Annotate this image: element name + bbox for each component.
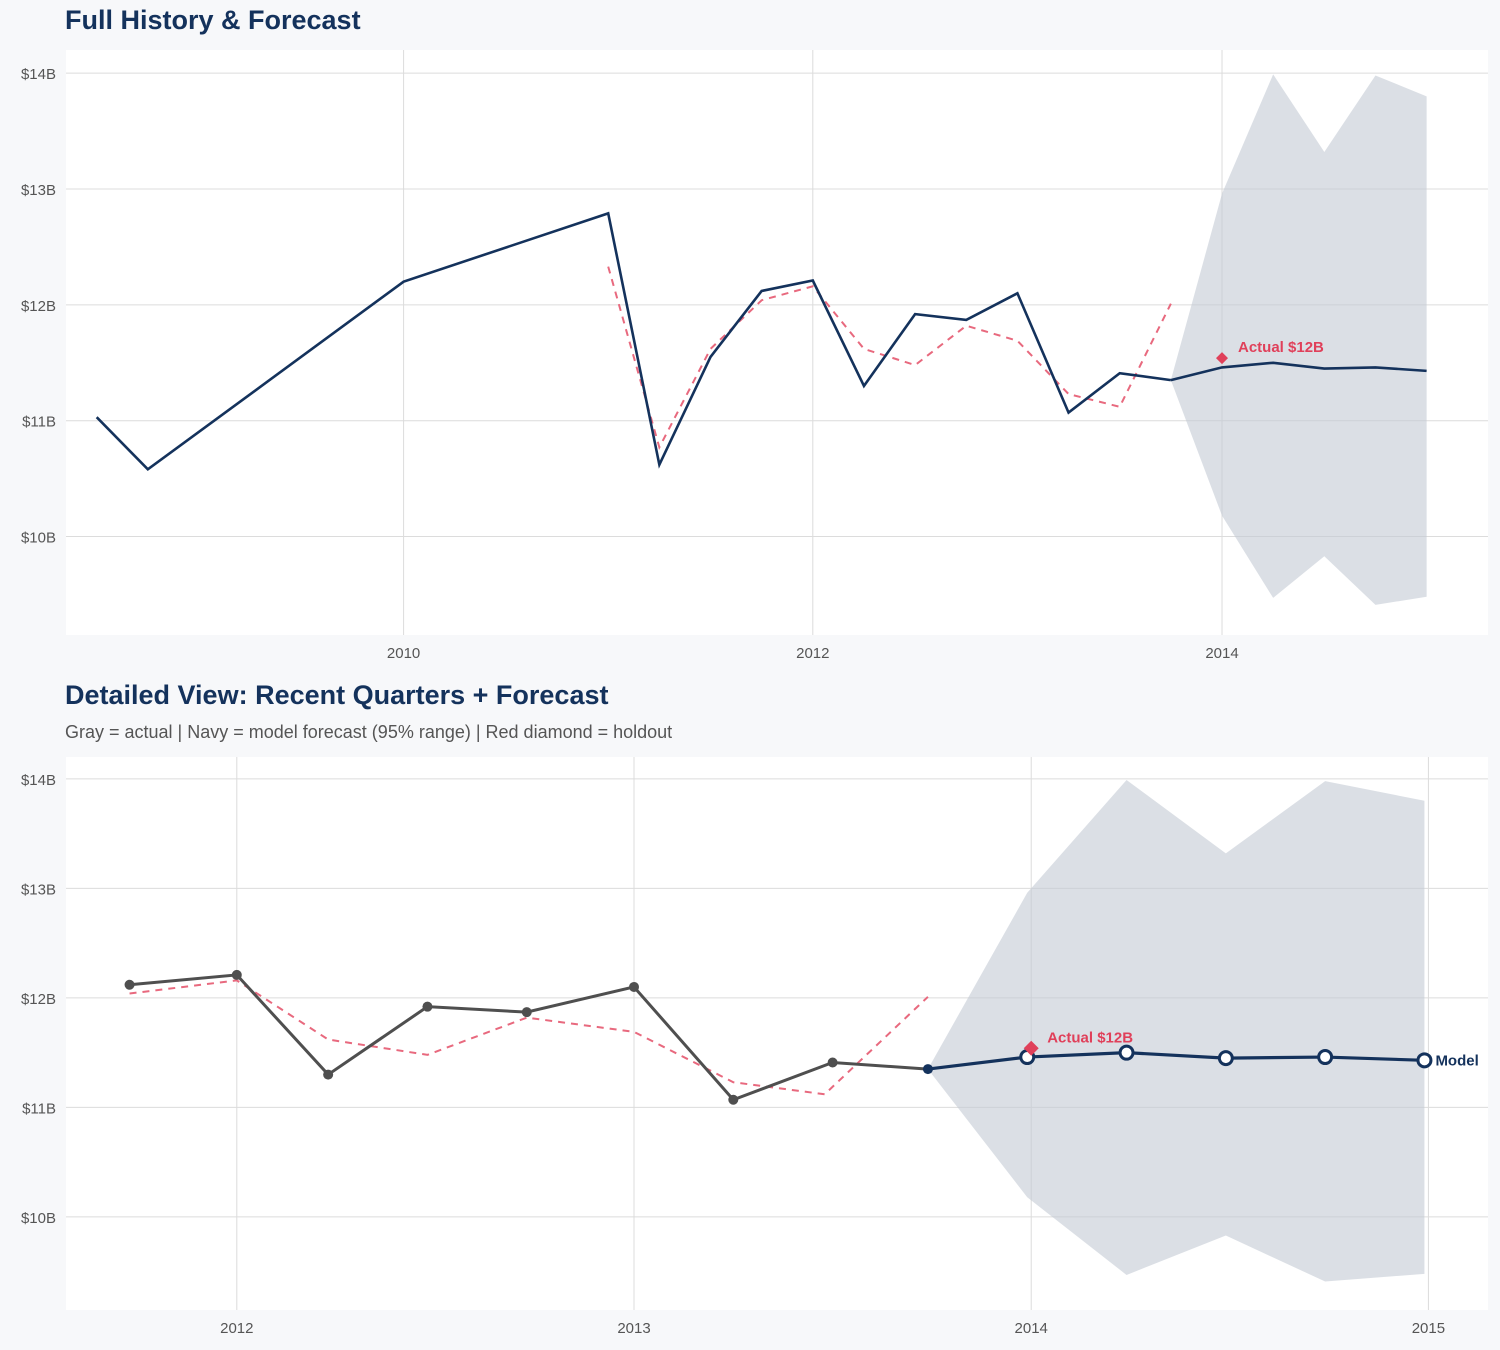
y-tick-label: $10B <box>21 1210 56 1227</box>
y-tick-label: $11B <box>22 1100 56 1117</box>
fitted-series-line <box>129 979 929 1096</box>
y-tick-label: $12B <box>21 298 56 315</box>
actual-data-point <box>728 1094 739 1105</box>
chart-1-plot: Actual $12B $10B $11B $12B $13B $14B 2010 2012 2… <box>21 50 1488 662</box>
fitted-series-line <box>607 266 1172 451</box>
holdout-label: Actual $12B <box>1047 1029 1133 1046</box>
actual-data-point <box>922 1064 933 1075</box>
actual-data-point <box>827 1057 838 1068</box>
forecast-series-line <box>1170 361 1427 382</box>
y-tick-label: $10B <box>21 530 56 547</box>
chart-2-plot: Model Actual $12B $10B $11B $12B $13B $14B 2012… <box>21 757 1488 1337</box>
forecast-end-label: Model <box>1435 1052 1478 1069</box>
forecast-data-point <box>1217 1050 1234 1067</box>
actual-data-point <box>124 979 135 990</box>
y-tick-label: $13B <box>21 881 56 898</box>
actual-data-point <box>521 1007 532 1018</box>
x-tick-label: 2013 <box>617 1320 650 1337</box>
chart-2-title: Detailed View: Recent Quarters + Forecas… <box>65 680 609 710</box>
holdout-diamond-marker <box>1023 1040 1039 1056</box>
forecast-data-point <box>1317 1049 1334 1066</box>
x-tick-label: 2012 <box>220 1320 253 1337</box>
chart-2-subtitle: Gray = actual | Navy = model forecast (9… <box>65 722 673 742</box>
x-tick-label: 2014 <box>1015 1320 1048 1337</box>
forecast-confidence-band <box>927 779 1425 1282</box>
forecast-confidence-band <box>1170 74 1427 605</box>
actual-data-point <box>629 981 640 992</box>
y-tick-label: $12B <box>21 991 56 1008</box>
actual-data-point <box>323 1069 334 1080</box>
y-tick-label: $11B <box>22 414 56 431</box>
actual-series-line <box>95 211 1172 472</box>
y-tick-label: $14B <box>21 66 56 83</box>
forecast-data-point <box>1118 1044 1135 1061</box>
y-tick-label: $13B <box>21 182 56 199</box>
actual-data-point <box>231 969 242 980</box>
holdout-label: Actual $12B <box>1238 339 1324 356</box>
chart-1-title: Full History & Forecast <box>65 5 361 35</box>
forecast-data-point <box>1416 1052 1433 1069</box>
actual-data-point <box>422 1001 433 1012</box>
x-tick-label: 2012 <box>796 645 829 662</box>
x-tick-label: 2010 <box>387 645 420 662</box>
holdout-diamond-marker <box>1216 352 1229 365</box>
x-tick-label: 2014 <box>1205 645 1238 662</box>
x-tick-label: 2015 <box>1412 1320 1445 1337</box>
y-tick-label: $14B <box>21 772 56 789</box>
forecast-series-line <box>927 1051 1425 1071</box>
